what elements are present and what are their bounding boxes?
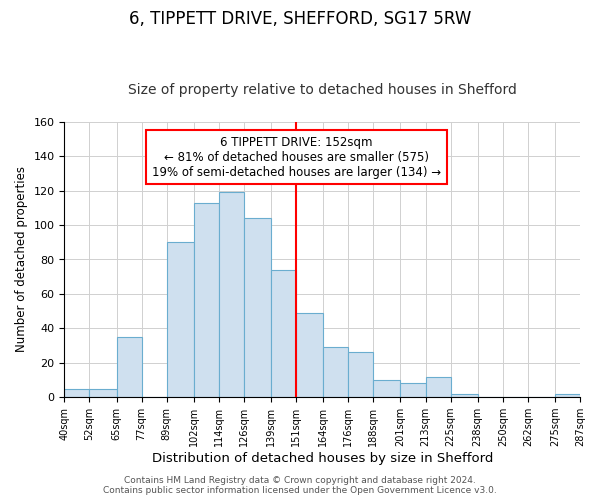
Title: Size of property relative to detached houses in Shefford: Size of property relative to detached ho…	[128, 83, 517, 97]
Bar	[244, 218, 271, 397]
Bar	[373, 380, 400, 397]
Bar	[167, 242, 194, 397]
Bar	[271, 270, 296, 397]
Bar	[64, 388, 89, 397]
Bar	[425, 376, 451, 397]
Bar	[451, 394, 478, 397]
Text: Contains HM Land Registry data © Crown copyright and database right 2024.
Contai: Contains HM Land Registry data © Crown c…	[103, 476, 497, 495]
Bar	[116, 337, 142, 397]
Bar	[555, 394, 580, 397]
Y-axis label: Number of detached properties: Number of detached properties	[15, 166, 28, 352]
X-axis label: Distribution of detached houses by size in Shefford: Distribution of detached houses by size …	[152, 452, 493, 465]
Text: 6, TIPPETT DRIVE, SHEFFORD, SG17 5RW: 6, TIPPETT DRIVE, SHEFFORD, SG17 5RW	[129, 10, 471, 28]
Bar	[323, 348, 348, 397]
Text: 6 TIPPETT DRIVE: 152sqm
← 81% of detached houses are smaller (575)
19% of semi-d: 6 TIPPETT DRIVE: 152sqm ← 81% of detache…	[152, 136, 440, 178]
Bar	[89, 388, 116, 397]
Bar	[348, 352, 373, 397]
Bar	[194, 202, 219, 397]
Bar	[296, 313, 323, 397]
Bar	[219, 192, 244, 397]
Bar	[400, 384, 425, 397]
